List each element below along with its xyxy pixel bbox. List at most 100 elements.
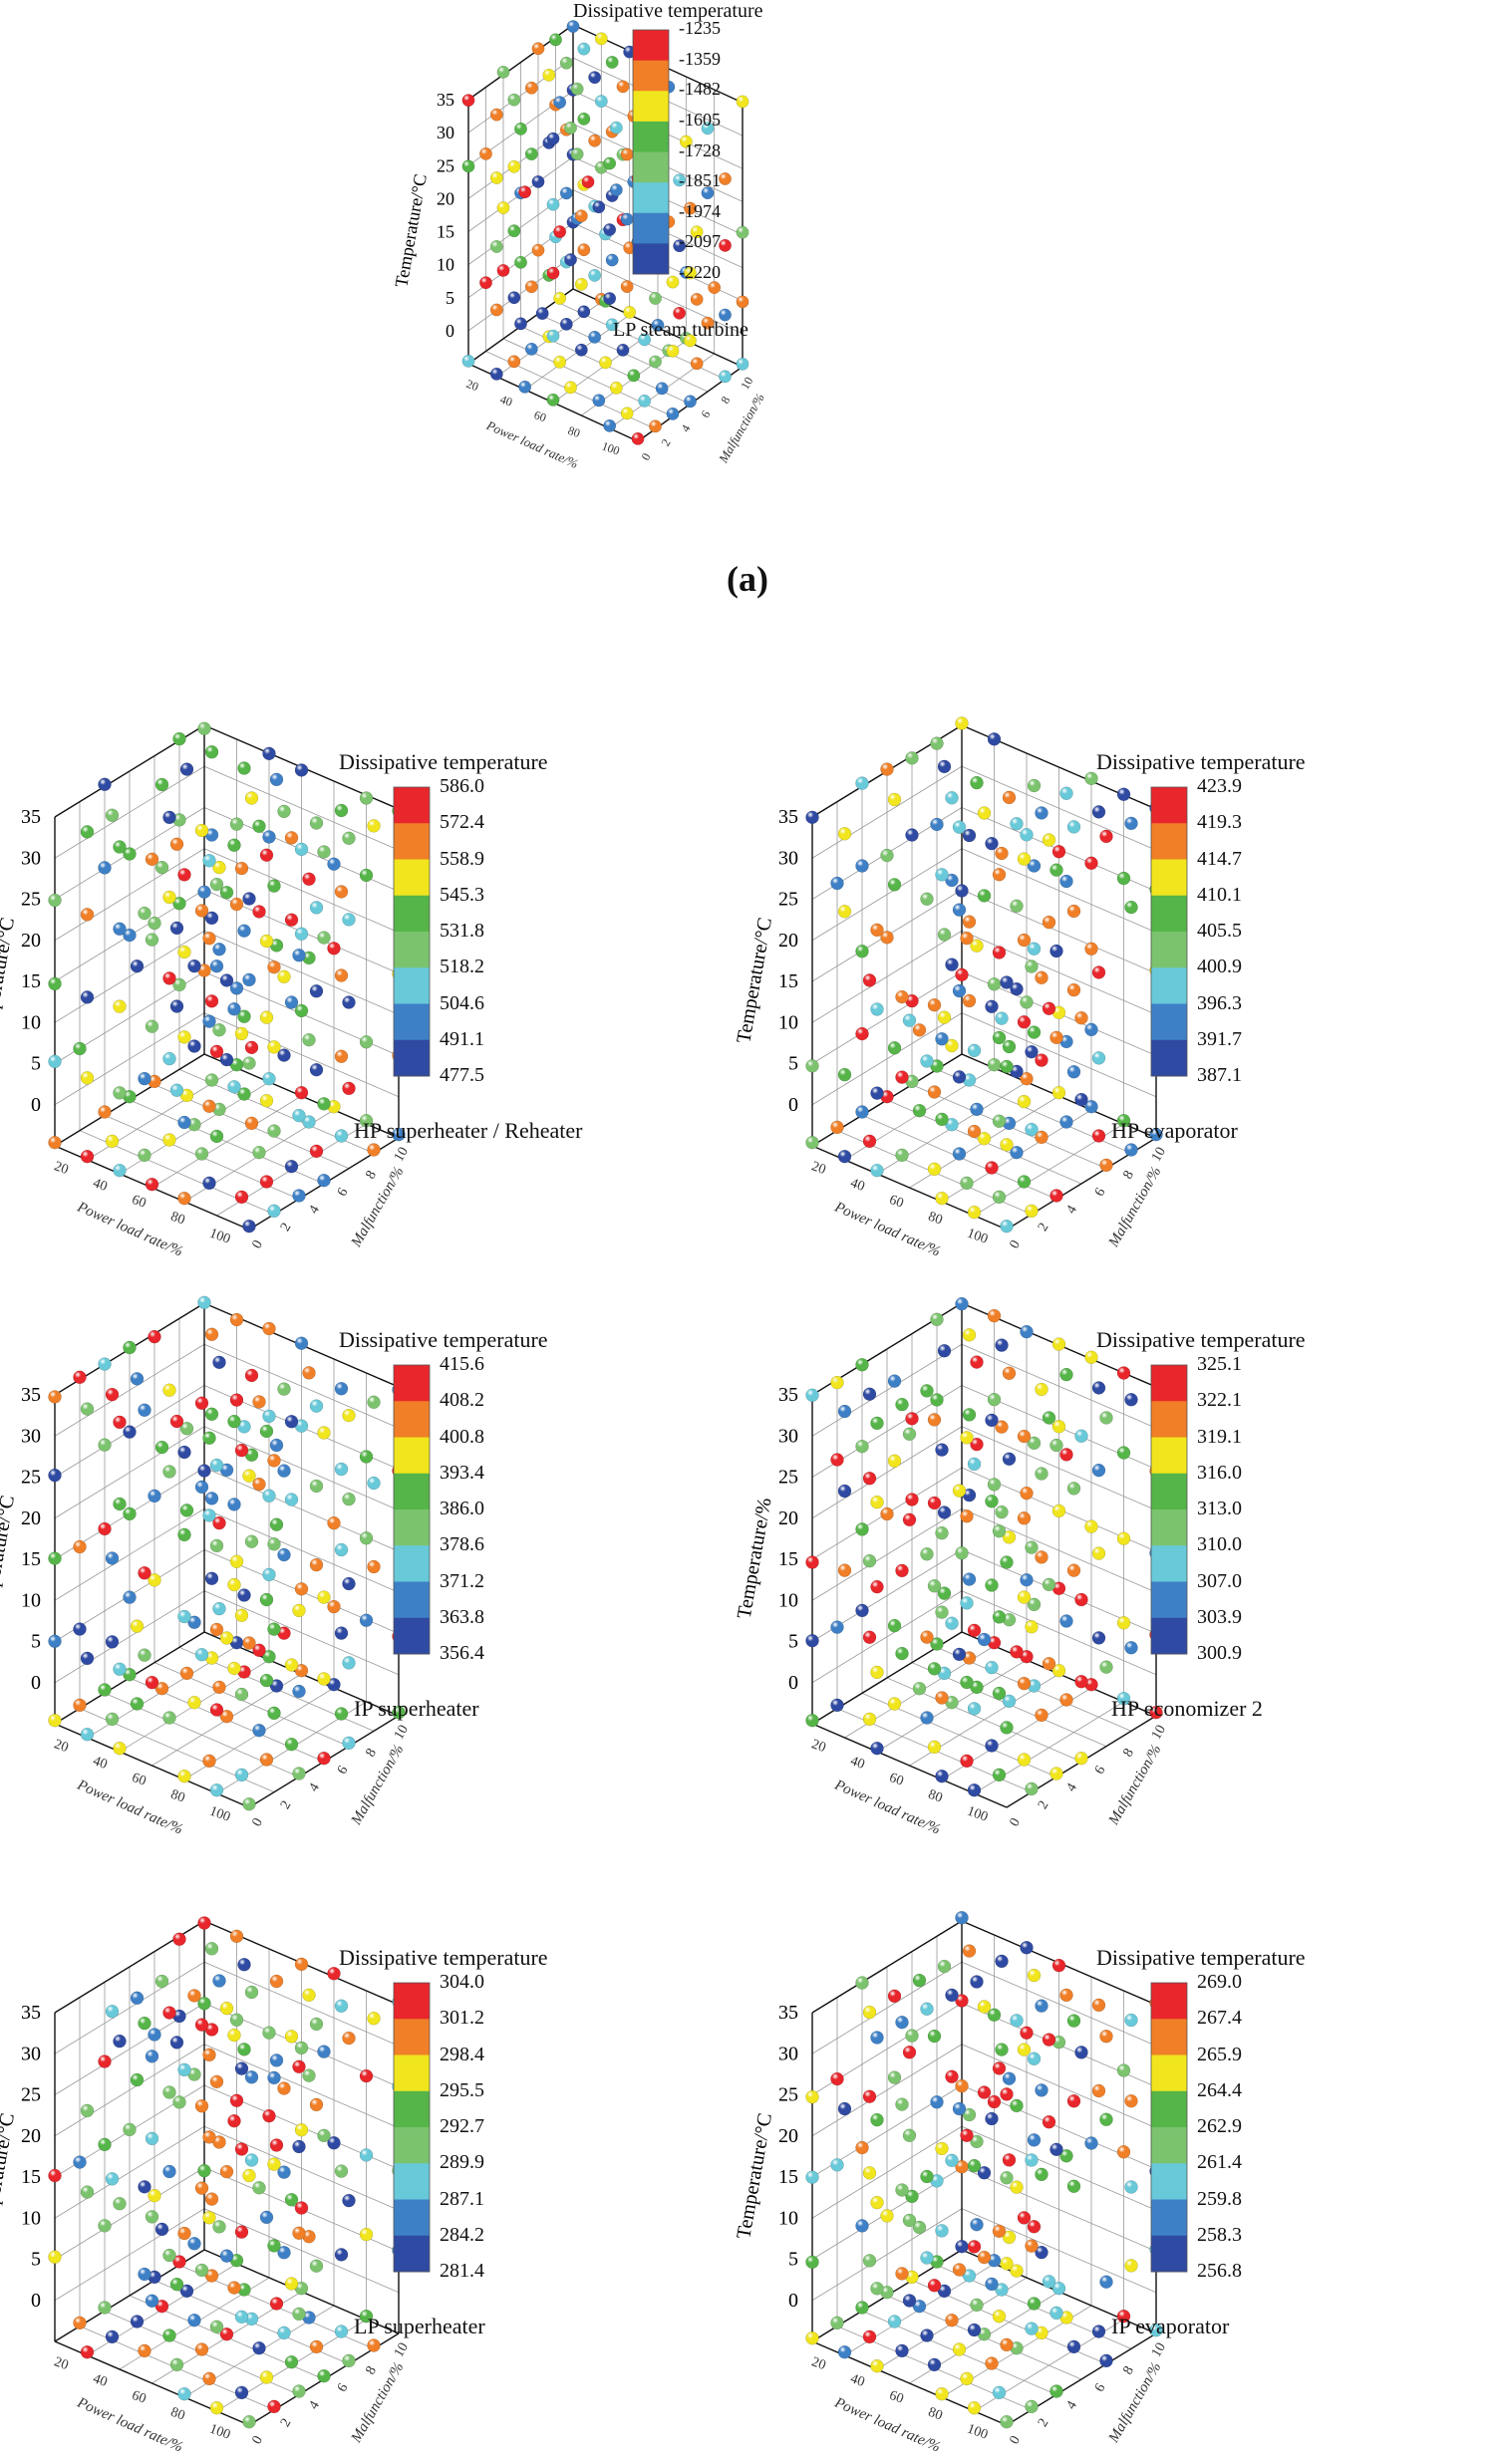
figure-caption-a: (a) [727, 559, 768, 599]
data-point [229, 897, 244, 912]
data-point [209, 877, 224, 892]
colorbar-tick-label: 572.4 [440, 811, 484, 834]
colorbar-tick-label: 292.7 [440, 2115, 484, 2137]
data-point [603, 418, 617, 432]
data-point [920, 1384, 934, 1398]
data-point [123, 847, 137, 861]
colorbar-tick-label: -2097 [679, 231, 721, 252]
colorbar-tick-label: 269.0 [1197, 1971, 1242, 1993]
data-point [531, 174, 545, 188]
data-point [187, 1695, 201, 1710]
data-point [342, 995, 356, 1009]
x-axis-label: Power load rate/% [74, 2394, 185, 2455]
y-tick-label: 10 [1149, 2340, 1169, 2360]
data-point [342, 913, 356, 927]
data-point [105, 1551, 120, 1565]
z-tick-label: 30 [778, 1425, 798, 1447]
data-point [145, 2210, 159, 2224]
data-point [342, 1656, 356, 1670]
data-point [277, 1547, 291, 1562]
data-point [855, 2219, 869, 2233]
x-tick-label: 40 [91, 1754, 109, 1773]
data-point [574, 277, 588, 291]
data-point [1035, 1467, 1048, 1481]
data-point [599, 356, 612, 370]
data-point [870, 1002, 884, 1016]
colorbar-segment [394, 2054, 430, 2092]
data-point [202, 1754, 216, 1769]
colorbar-tick-label: 415.6 [440, 1353, 484, 1375]
data-point [1099, 829, 1113, 844]
data-point [113, 2034, 127, 2049]
data-point [209, 1622, 224, 1637]
colorbar-frame [1150, 786, 1188, 1077]
colorbar-segment [394, 1039, 430, 1077]
data-point [1049, 1030, 1063, 1045]
y-tick-label: 4 [1063, 1203, 1079, 1217]
z-tick-label: 25 [21, 1467, 41, 1489]
data-point [1027, 1597, 1042, 1612]
data-point [830, 2316, 844, 2330]
colorbar-segment [394, 895, 430, 933]
data-point [212, 1515, 226, 1530]
data-point [1000, 1138, 1014, 1152]
data-point [985, 1578, 999, 1592]
data-point [302, 1032, 316, 1047]
data-point [309, 2097, 324, 2112]
data-point [234, 1443, 249, 1458]
data-point [559, 317, 573, 331]
data-point [546, 393, 560, 407]
data-point [870, 1741, 884, 1756]
data-point [219, 885, 234, 900]
data-point [1027, 1025, 1042, 1039]
colorbar-segment [633, 212, 669, 244]
data-point [887, 878, 902, 892]
data-point [359, 868, 374, 883]
colorbar-tick-label: 586.0 [440, 775, 484, 797]
z-tick-label: 30 [21, 847, 41, 869]
data-point [862, 1471, 877, 1486]
data-point [187, 2237, 201, 2251]
data-point [895, 1397, 909, 1412]
data-point [145, 1177, 159, 1192]
data-point [830, 2158, 844, 2172]
data-point [684, 266, 697, 280]
data-point [1035, 1130, 1048, 1145]
data-point [837, 1563, 852, 1577]
grid-line [811, 930, 1157, 1023]
z-tick-label: 20 [778, 930, 798, 952]
data-point [105, 808, 120, 822]
y-tick-label: 10 [1149, 1723, 1169, 1743]
data-point [197, 1916, 211, 1930]
data-point [952, 983, 967, 998]
colorbar-tick-label: 386.0 [440, 1498, 484, 1519]
data-point [234, 1026, 249, 1041]
data-point [242, 1636, 256, 1650]
data-point [80, 1071, 95, 1085]
data-point [955, 2239, 969, 2254]
data-point [960, 1596, 974, 1610]
data-point [162, 1051, 176, 1066]
data-point [1149, 1705, 1163, 1720]
grid-line [54, 1549, 400, 1642]
data-point [955, 884, 969, 898]
data-point [359, 1113, 374, 1128]
data-point [895, 1563, 909, 1578]
data-point [1035, 1550, 1048, 1564]
data-point [1124, 2013, 1138, 2028]
y-tick-label: 2 [1036, 1798, 1051, 1812]
data-point [1084, 1022, 1098, 1037]
data-point [252, 819, 266, 834]
data-point [985, 1494, 999, 1508]
data-point [1116, 2145, 1131, 2159]
colorbar-tick-label: 267.4 [1197, 2007, 1242, 2030]
data-point [359, 1613, 374, 1627]
data-point [259, 1093, 274, 1108]
data-point [1010, 816, 1024, 831]
data-point [1074, 1751, 1088, 1766]
z-tick-label: 25 [778, 1467, 798, 1489]
x-tick-label: 60 [887, 2388, 905, 2407]
data-point [1010, 2098, 1024, 2113]
data-point [269, 2297, 284, 2311]
data-point [105, 2329, 120, 2344]
